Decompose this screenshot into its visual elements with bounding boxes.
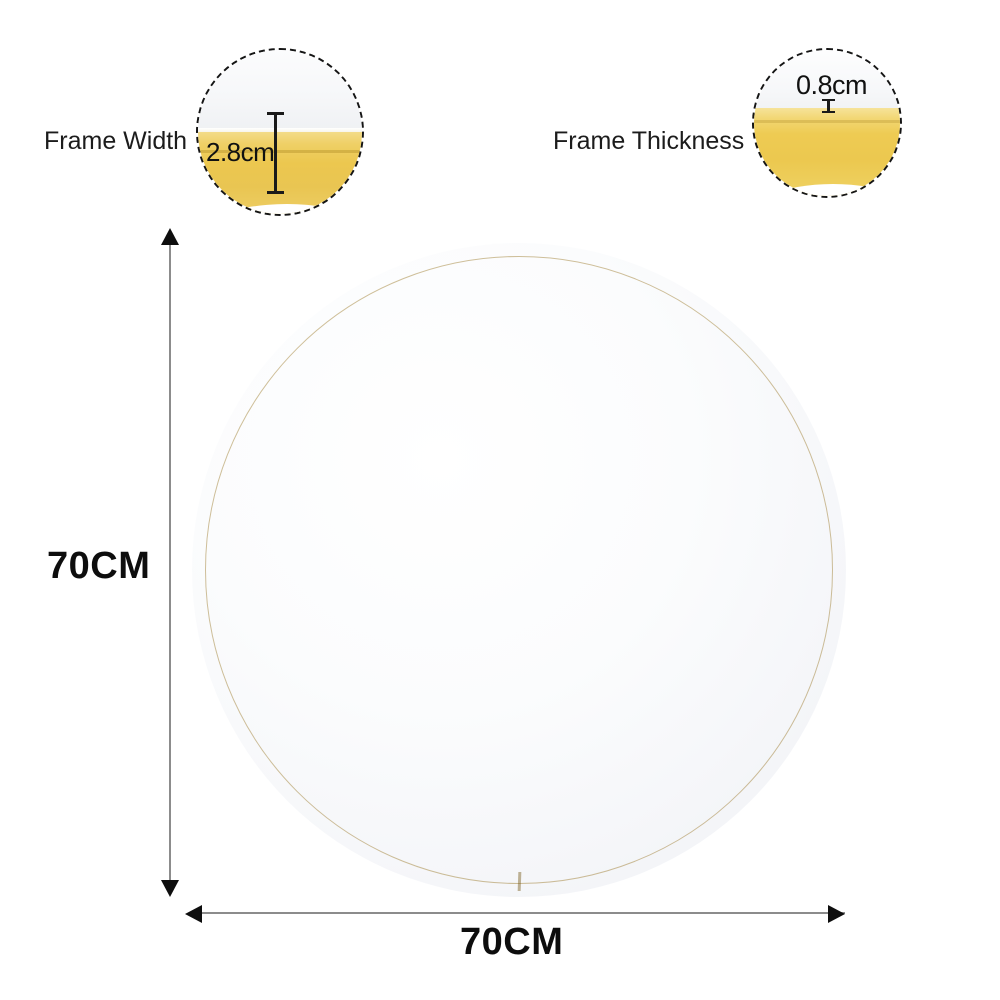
height-arrow-down-icon xyxy=(161,880,179,897)
width-arrow-right-icon xyxy=(828,905,845,923)
detail-mirror-glass-2 xyxy=(754,50,900,108)
height-arrow-up-icon xyxy=(161,228,179,245)
frame-thickness-label: Frame Thickness xyxy=(553,127,745,155)
width-arrow-left-icon xyxy=(185,905,202,923)
height-dimension-value: 70CM xyxy=(47,545,151,587)
frame-thickness-value: 0.8cm xyxy=(796,70,868,100)
frame-thickness-detail-circle xyxy=(752,48,902,198)
frame-width-label: Frame Width xyxy=(44,127,188,155)
height-dimension-line xyxy=(169,238,171,888)
detail-gold-frame xyxy=(198,132,362,214)
frame-width-detail-circle: 2.8cm xyxy=(196,48,364,216)
detail-gold-frame-2 xyxy=(754,108,900,196)
frame-width-caliper-icon xyxy=(267,112,284,194)
frame-width-value: 2.8cm xyxy=(206,137,275,167)
mirror-inner-edge xyxy=(205,256,833,884)
frame-thickness-caliper-icon xyxy=(822,99,835,113)
width-dimension-line xyxy=(195,912,845,914)
detail-frame-bottom-edge xyxy=(198,204,362,214)
detail-glass-edge xyxy=(198,128,362,134)
width-dimension-value: 70CM xyxy=(460,921,564,963)
detail-mirror-glass xyxy=(198,50,362,135)
